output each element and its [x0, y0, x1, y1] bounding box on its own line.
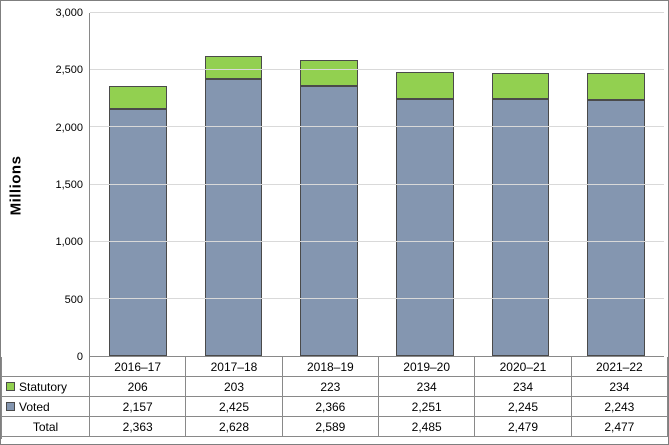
legend-swatch-statutory	[6, 382, 15, 391]
y-tick-label: 3,000	[55, 7, 83, 19]
table-value-cell: 2,363	[90, 417, 187, 437]
x-axis-category-label: 2016–17	[90, 357, 187, 377]
table-value-cell: 2,425	[186, 397, 283, 417]
y-tick-label: 500	[64, 293, 83, 306]
x-axis-category-label: 2018–19	[282, 357, 379, 377]
table-row: Voted 2,157 2,425 2,366 2,251 2,245 2,243	[2, 397, 668, 417]
table-value-cell: 2,477	[571, 417, 668, 437]
bar-slot	[90, 13, 186, 356]
table-value-cell: 2,157	[90, 397, 187, 417]
bar-segment-statutory	[204, 55, 263, 79]
table-row: Total 2,363 2,628 2,589 2,485 2,479 2,477	[2, 417, 668, 437]
y-axis-title-column: Millions	[1, 13, 31, 357]
bar-slot	[281, 13, 377, 356]
x-axis-category-label: 2021–22	[571, 357, 668, 377]
gridline	[90, 240, 664, 242]
bar-segment-voted	[491, 99, 550, 356]
bar-segment-voted	[300, 85, 358, 356]
table-value-cell: 203	[186, 377, 283, 397]
bar-segment-voted	[587, 99, 645, 356]
y-tick-label: 1,500	[55, 179, 83, 191]
table-row-label-statutory: Statutory	[2, 377, 90, 397]
table-value-cell: 234	[475, 377, 572, 397]
bar-stack	[587, 13, 645, 356]
table-value-cell: 234	[379, 377, 476, 397]
table-row-label-total: Total	[2, 417, 90, 437]
plot-area	[89, 12, 664, 357]
x-axis-category-label: 2019–20	[379, 357, 476, 377]
gridline	[90, 69, 664, 71]
table-value-cell: 2,366	[282, 397, 379, 417]
y-tick-label: 0	[76, 351, 83, 363]
table-value-cell: 2,243	[571, 397, 668, 417]
table-row-label-voted: Voted	[2, 397, 90, 417]
table-value-cell: 2,479	[475, 417, 572, 437]
gridline	[90, 12, 664, 13]
bar-stack	[109, 13, 167, 356]
gridline	[90, 297, 664, 299]
bar-segment-voted	[109, 109, 167, 356]
y-tick-label: 1,000	[55, 236, 83, 249]
bar-segment-statutory	[109, 85, 167, 110]
table-header-row: 2016–17 2017–18 2018–19 2019–20 2020–21 2021–…	[2, 357, 668, 377]
gridline	[90, 126, 664, 128]
table-value-cell: 2,485	[379, 417, 476, 437]
table-row: Statutory 206 203 223 234 234 234	[2, 377, 668, 397]
bar-segment-statutory	[491, 72, 550, 100]
x-axis-category-label: 2017–18	[186, 357, 283, 377]
table-value-cell: 2,251	[379, 397, 476, 417]
y-axis: 0 500 1,000 1,500 2,000 2,500 3,000	[31, 7, 89, 363]
table-value-cell: 2,245	[475, 397, 572, 417]
bar-segment-statutory	[396, 71, 454, 99]
bar-segment-statutory	[300, 60, 358, 86]
bar-segment-statutory	[587, 72, 645, 100]
bar-stack	[204, 13, 263, 356]
table-corner-cell	[2, 357, 90, 377]
bar-stack	[491, 13, 550, 356]
table-value-cell: 223	[282, 377, 379, 397]
chart-area: Millions 0 500 1,000 1,500 2,000 2,500 3,000	[1, 1, 668, 363]
table-value-cell: 2,589	[282, 417, 379, 437]
data-table: 2016–17 2017–18 2018–19 2019–20 2020–21 2021–…	[1, 357, 668, 439]
table-value-cell: 234	[571, 377, 668, 397]
bar-segment-voted	[396, 98, 454, 356]
bars-row	[90, 13, 664, 356]
bar-stack	[300, 13, 358, 356]
y-tick-label: 2,000	[55, 121, 83, 134]
y-axis-title: Millions	[7, 155, 25, 215]
legend-swatch-voted	[6, 402, 15, 411]
table-value-cell: 206	[90, 377, 187, 397]
table-value-cell: 2,628	[186, 417, 283, 437]
bar-slot	[568, 13, 664, 356]
x-axis-category-label: 2020–21	[475, 357, 572, 377]
bar-stack	[396, 13, 454, 356]
bar-slot	[186, 13, 282, 356]
gridline	[90, 183, 664, 185]
bar-slot	[377, 13, 473, 356]
bar-segment-voted	[204, 78, 263, 356]
y-tick-label: 2,500	[55, 64, 83, 77]
bar-slot	[473, 13, 569, 356]
